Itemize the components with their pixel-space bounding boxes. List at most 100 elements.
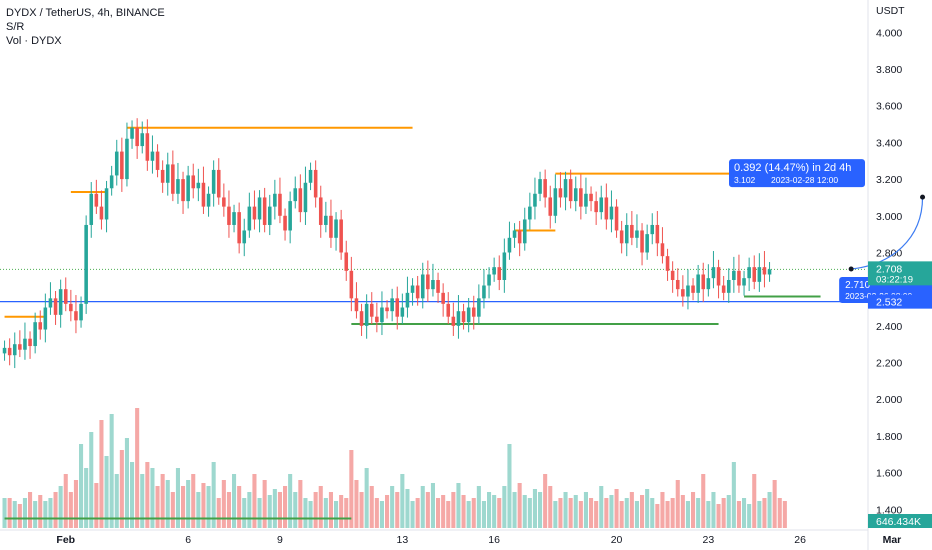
projection-end-callout xyxy=(729,159,865,188)
candle-body xyxy=(293,188,298,202)
candle-body xyxy=(436,280,440,293)
volume-bar xyxy=(79,444,84,528)
volume-bar xyxy=(308,501,313,528)
candle-body xyxy=(23,338,27,350)
candle-body xyxy=(584,193,588,207)
candle-body xyxy=(257,197,262,220)
candle-body xyxy=(242,230,247,244)
candle-body xyxy=(94,193,99,207)
candle-body xyxy=(507,237,512,253)
candle-body xyxy=(691,285,695,293)
volume-bar xyxy=(634,501,639,528)
volume-bar xyxy=(114,474,119,528)
horizontal-line-price: 2.532 xyxy=(876,297,902,309)
volume-bar xyxy=(645,489,650,528)
volume-bar xyxy=(89,432,94,528)
volume-bar xyxy=(461,495,466,528)
candle-body xyxy=(283,215,287,231)
candle-body xyxy=(594,201,598,213)
volume-bar xyxy=(359,492,364,528)
candle-body xyxy=(344,252,349,271)
volume-bar xyxy=(390,486,395,528)
legend-sr-indicator[interactable]: S/R xyxy=(6,21,25,33)
volume-bar xyxy=(385,495,390,528)
candle-body xyxy=(18,344,22,350)
volume-bar xyxy=(33,501,38,528)
volume-bar xyxy=(629,492,634,528)
volume-bar xyxy=(73,480,78,528)
volume-bar xyxy=(420,486,425,528)
candle-body xyxy=(7,347,12,356)
volume-bar xyxy=(711,492,716,528)
candle-body xyxy=(298,188,303,213)
volume-bar xyxy=(196,492,201,528)
volume-bar xyxy=(706,501,711,528)
candle-body xyxy=(742,278,746,286)
candle-body xyxy=(446,303,451,317)
candle-body xyxy=(640,230,644,253)
candle-body xyxy=(573,188,578,202)
candle-body xyxy=(502,252,507,280)
candle-body xyxy=(171,164,175,194)
volume-bar xyxy=(63,474,68,528)
volume-bar xyxy=(247,492,252,528)
volume-bar xyxy=(742,498,747,528)
volume-bar xyxy=(736,501,741,528)
volume-bar xyxy=(497,498,502,528)
volume-bar xyxy=(374,498,379,528)
candle-body xyxy=(466,307,471,323)
price-tick-label: 3.600 xyxy=(876,101,902,113)
candle-body xyxy=(517,230,522,244)
candle-body xyxy=(732,270,736,280)
volume-bar xyxy=(772,480,777,528)
volume-bar xyxy=(140,474,145,528)
legend-volume-indicator[interactable]: Vol · DYDX xyxy=(6,35,62,47)
time-tick-label: 23 xyxy=(703,534,715,546)
candle-body xyxy=(558,188,563,198)
candle-body xyxy=(58,289,63,315)
volume-bar xyxy=(578,501,583,528)
volume-bar xyxy=(181,486,186,528)
current-price-tag xyxy=(868,261,932,286)
volume-bar xyxy=(124,438,129,528)
volume-bar xyxy=(675,480,680,528)
volume-value: 646.434K xyxy=(876,516,921,528)
volume-bar xyxy=(543,474,548,528)
candle-body xyxy=(650,224,655,235)
candle-body xyxy=(104,188,109,220)
candle-body xyxy=(74,311,78,321)
price-tick-label: 1.800 xyxy=(876,431,902,443)
projection-curve xyxy=(851,197,924,270)
volume-bar xyxy=(609,495,614,528)
candle-body xyxy=(487,274,491,286)
candle-body xyxy=(400,307,405,317)
volume-tag xyxy=(868,514,932,528)
candle-body xyxy=(48,298,53,308)
candle-body xyxy=(420,274,425,299)
candle-body xyxy=(222,197,226,207)
volume-bar xyxy=(777,498,782,528)
volume-bar xyxy=(762,498,767,528)
volume-bar xyxy=(58,486,63,528)
candle-body xyxy=(655,224,660,244)
volume-bar xyxy=(476,486,481,528)
candle-body xyxy=(604,197,609,220)
candle-body xyxy=(609,206,614,220)
candle-body xyxy=(33,322,37,347)
volume-bar xyxy=(155,486,160,528)
volume-bar xyxy=(507,444,512,528)
candle-body xyxy=(334,219,338,238)
candle-body xyxy=(186,175,190,202)
volume-bar xyxy=(242,498,247,528)
candle-body xyxy=(645,234,649,253)
volume-bar xyxy=(339,495,344,528)
candle-body xyxy=(89,193,94,225)
volume-bar xyxy=(752,474,757,528)
time-tick-label: Feb xyxy=(56,534,75,546)
legend-symbol[interactable]: DYDX / TetherUS, 4h, BINANCE xyxy=(6,7,165,19)
candle-body xyxy=(318,197,323,225)
projection-target-price: 3.102 xyxy=(734,175,756,185)
volume-bar xyxy=(782,501,787,528)
